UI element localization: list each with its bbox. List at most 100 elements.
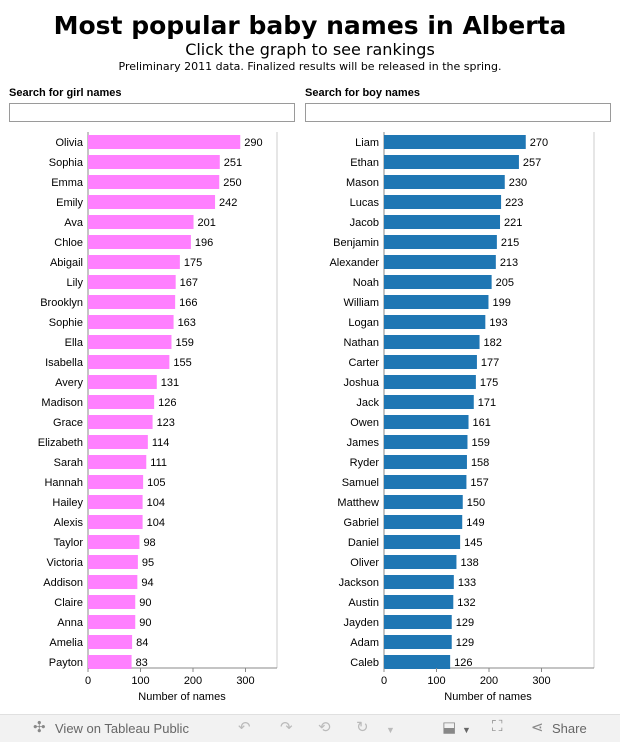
boy-value-label: 257 bbox=[523, 157, 541, 169]
boy-bar[interactable] bbox=[384, 395, 474, 409]
dropdown-icon[interactable]: ▼ bbox=[386, 725, 395, 735]
boy-bar[interactable] bbox=[384, 315, 486, 329]
girl-bar[interactable] bbox=[88, 575, 138, 589]
boy-value-label: 133 bbox=[458, 577, 476, 589]
girl-bar[interactable] bbox=[88, 135, 241, 149]
girl-bar[interactable] bbox=[88, 355, 170, 369]
tableau-logo-icon[interactable]: ✣ bbox=[33, 719, 46, 736]
boy-value-label: 182 bbox=[484, 337, 502, 349]
girl-bar[interactable] bbox=[88, 435, 148, 449]
data-note: Preliminary 2011 data. Finalized results… bbox=[118, 60, 502, 73]
girl-bar[interactable] bbox=[88, 635, 133, 649]
girl-bar[interactable] bbox=[88, 595, 136, 609]
boy-name-label: Logan bbox=[348, 317, 379, 329]
view-on-tableau-link[interactable]: View on Tableau Public bbox=[55, 721, 189, 736]
girl-bar[interactable] bbox=[88, 195, 216, 209]
share-icon[interactable]: ⋖ bbox=[531, 719, 544, 736]
girl-bar[interactable] bbox=[88, 495, 143, 509]
fullscreen-icon[interactable]: ⛶ bbox=[492, 718, 503, 735]
boy-bar[interactable] bbox=[384, 535, 461, 549]
download-dropdown-icon[interactable]: ▼ bbox=[462, 725, 471, 735]
tableau-toolbar: ✣ View on Tableau Public ↶ ↷ ⟲ ↻ ▼ ⬓ ▼ ⛶… bbox=[0, 714, 620, 742]
boy-bar[interactable] bbox=[384, 155, 519, 169]
girl-bar[interactable] bbox=[88, 155, 220, 169]
boy-bar[interactable] bbox=[384, 615, 452, 629]
girl-value-label: 131 bbox=[161, 377, 179, 389]
girl-bar[interactable] bbox=[88, 255, 180, 269]
girl-bar[interactable] bbox=[88, 475, 144, 489]
girl-bar[interactable] bbox=[88, 235, 191, 249]
girl-name-label: Abigail bbox=[50, 257, 83, 269]
girl-bar[interactable] bbox=[88, 535, 140, 549]
boy-name-label: Jack bbox=[356, 397, 379, 409]
boy-bar[interactable] bbox=[384, 555, 457, 569]
boy-bar[interactable] bbox=[384, 515, 463, 529]
boy-name-label: William bbox=[344, 297, 379, 309]
boy-bar[interactable] bbox=[384, 495, 463, 509]
refresh-icon[interactable]: ↻ bbox=[356, 719, 369, 736]
undo-icon[interactable]: ↶ bbox=[238, 719, 251, 736]
girl-name-label: Elizabeth bbox=[38, 437, 83, 449]
boy-bar[interactable] bbox=[384, 655, 451, 669]
boy-value-label: 171 bbox=[478, 397, 496, 409]
girl-value-label: 90 bbox=[139, 617, 151, 629]
boy-names-chart[interactable]: Liam 270 Ethan 257 Mason 230 Lucas 223 Jacob 221 B… bbox=[329, 132, 595, 703]
download-icon[interactable]: ⬓ bbox=[442, 719, 457, 736]
girl-bar[interactable] bbox=[88, 455, 147, 469]
boy-bar[interactable] bbox=[384, 635, 452, 649]
share-button[interactable]: Share bbox=[552, 721, 587, 736]
boy-bar[interactable] bbox=[384, 475, 467, 489]
girl-bar[interactable] bbox=[88, 175, 220, 189]
boy-bar[interactable] bbox=[384, 375, 476, 389]
boy-search-label: Search for boy names bbox=[305, 87, 420, 99]
boy-value-label: 177 bbox=[481, 357, 499, 369]
boy-bar[interactable] bbox=[384, 455, 467, 469]
bar-charts[interactable]: Olivia 290 Sophia 251 Emma 250 Emily 242 Ava 201 C… bbox=[0, 0, 620, 714]
boy-bar[interactable] bbox=[384, 355, 477, 369]
girl-bar[interactable] bbox=[88, 515, 143, 529]
revert-icon[interactable]: ⟲ bbox=[318, 719, 331, 736]
boy-bar[interactable] bbox=[384, 435, 468, 449]
boy-bar[interactable] bbox=[384, 275, 492, 289]
girl-name-label: Hannah bbox=[44, 477, 83, 489]
boy-name-label: Carter bbox=[348, 357, 379, 369]
girl-names-chart[interactable]: Olivia 290 Sophia 251 Emma 250 Emily 242 Ava 201 C… bbox=[38, 132, 278, 703]
girl-bar[interactable] bbox=[88, 655, 132, 669]
girl-bar[interactable] bbox=[88, 395, 155, 409]
girl-name-label: Lily bbox=[66, 277, 83, 289]
girl-bar[interactable] bbox=[88, 215, 194, 229]
girl-x-axis-title: Number of names bbox=[138, 691, 226, 703]
boy-bar[interactable] bbox=[384, 195, 502, 209]
boy-bar[interactable] bbox=[384, 415, 469, 429]
girl-name-label: Amelia bbox=[49, 637, 84, 649]
girl-value-label: 167 bbox=[180, 277, 198, 289]
boy-bar[interactable] bbox=[384, 215, 501, 229]
girl-search-input[interactable] bbox=[9, 103, 295, 122]
boy-bar[interactable] bbox=[384, 595, 454, 609]
boy-name-label: Jackson bbox=[339, 577, 379, 589]
girl-value-label: 98 bbox=[143, 537, 155, 549]
girl-bar[interactable] bbox=[88, 415, 153, 429]
girl-bar[interactable] bbox=[88, 615, 136, 629]
boy-bar[interactable] bbox=[384, 135, 526, 149]
boy-bar[interactable] bbox=[384, 335, 480, 349]
boy-search-input[interactable] bbox=[305, 103, 611, 122]
boy-value-label: 270 bbox=[530, 137, 548, 149]
girl-bar[interactable] bbox=[88, 375, 157, 389]
boy-bar[interactable] bbox=[384, 255, 496, 269]
boy-bar[interactable] bbox=[384, 235, 497, 249]
redo-icon[interactable]: ↷ bbox=[280, 719, 293, 736]
boy-bar[interactable] bbox=[384, 175, 505, 189]
girl-bar[interactable] bbox=[88, 315, 174, 329]
girl-value-label: 155 bbox=[173, 357, 191, 369]
girl-bar[interactable] bbox=[88, 295, 176, 309]
boy-value-label: 150 bbox=[467, 497, 485, 509]
girl-value-label: 196 bbox=[195, 237, 213, 249]
girl-bar[interactable] bbox=[88, 555, 138, 569]
girl-bar[interactable] bbox=[88, 335, 172, 349]
boy-bar[interactable] bbox=[384, 295, 489, 309]
boy-name-label: Ethan bbox=[350, 157, 379, 169]
boy-bar[interactable] bbox=[384, 575, 454, 589]
girl-bar[interactable] bbox=[88, 275, 176, 289]
boy-name-label: Jayden bbox=[344, 617, 379, 629]
